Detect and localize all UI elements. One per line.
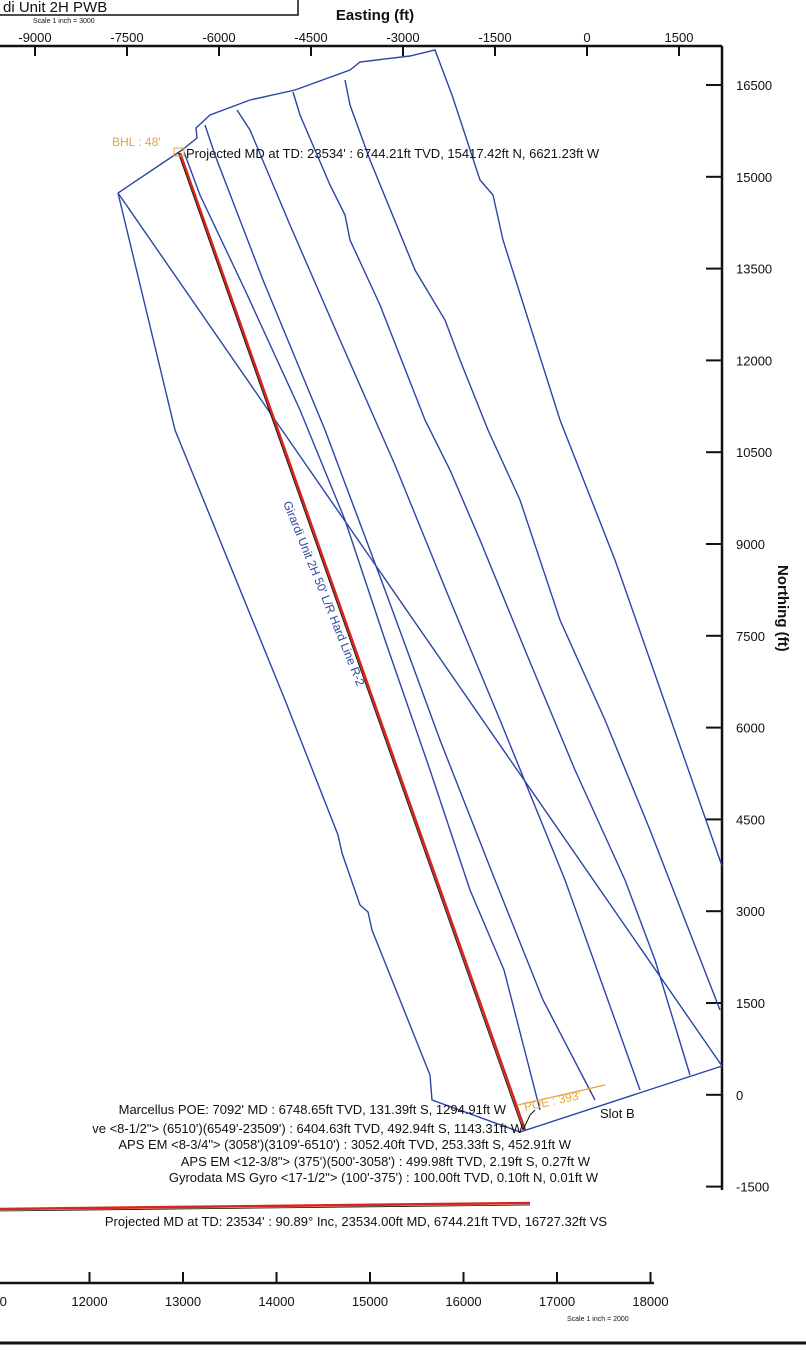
top-tick-label: 0 [583,30,590,45]
lease-line-2 [204,124,596,1101]
top-tick-label: -1500 [478,30,511,45]
marcellus-annotation: Marcellus POE: 7092' MD : 6748.65ft TVD,… [119,1102,507,1117]
easting-axis-title: Easting (ft) [336,7,414,24]
title-box-frame [0,0,299,16]
right-tick-label: 3000 [736,904,765,919]
right-tick-label: -1500 [736,1180,769,1195]
right-tick-label: 9000 [736,537,765,552]
bottom-scale-note: Scale 1 inch = 2000 [567,1316,629,1323]
right-tick-label: 6000 [736,721,765,736]
right-tick-label: 7500 [736,629,765,644]
poe-label: POE : 393' [523,1088,582,1114]
title-box: di Unit 2H PWB Scale 1 inch = 3000 [0,0,299,25]
bottom-tick-label: 14000 [258,1294,294,1309]
lease-boundary-outer [117,49,724,1133]
lease-line-5 [344,79,721,1011]
right-tick-label: 16500 [736,78,772,93]
right-tick-label: 0 [736,1088,743,1103]
bottom-axis: 000 12000 13000 14000 15000 16000 17000 18000 S… [0,1272,669,1323]
vertical-section-line-black [0,1204,531,1212]
top-tick-label: -4500 [294,30,327,45]
slot-label: Slot B [600,1106,635,1121]
bottom-tick-label: 17000 [539,1294,575,1309]
bottom-tick-label: 12000 [71,1294,107,1309]
lease-line-3 [236,109,641,1091]
survey-line-3: APS EM <8-3/4"> (3058')(3109'-6510') : 3… [118,1137,571,1152]
top-tick-label: -6000 [202,30,235,45]
survey-line-2: ve <8-1/2"> (6510')(6549'-23509') : 6404… [92,1121,523,1136]
bottom-tick-label: 15000 [352,1294,388,1309]
top-axis-ticks: -9000 -7500 -6000 -4500 -3000 -1500 0 1500 [18,30,693,56]
projected-td-top-label: Projected MD at TD: 23534' : 6744.21ft T… [186,146,600,161]
survey-line-5: Gyrodata MS Gyro <17-1/2"> (100'-375') :… [169,1170,599,1185]
vertical-section-line [0,1201,531,1211]
right-tick-label: 13500 [736,262,772,277]
right-tick-label: 10500 [736,445,772,460]
bottom-tick-label: 16000 [445,1294,481,1309]
bottom-tick-label: 000 [0,1294,7,1309]
top-tick-label: -3000 [386,30,419,45]
bhl-label: BHL : 48' [112,135,161,149]
lease-lines [117,49,724,1133]
wellbore [177,151,536,1131]
wellbore-path-black [177,151,524,1131]
top-axis: -9000 -7500 -6000 -4500 -3000 -1500 0 1500 [0,30,722,56]
survey-annotations: Marcellus POE: 7092' MD : 6748.65ft TVD,… [92,1102,598,1185]
bottom-tick-label: 18000 [632,1294,668,1309]
plot-title: di Unit 2H PWB [3,0,107,16]
bhl-marker [173,147,185,157]
right-axis-ticks: 1650015000135001200010500900075006000450… [706,78,772,1195]
right-tick-label: 1500 [736,996,765,1011]
northing-axis-title: Northing (ft) [774,565,791,652]
top-tick-label: 1500 [665,30,694,45]
top-tick-label: -9000 [18,30,51,45]
bottom-tick-label: 13000 [165,1294,201,1309]
bottom-axis-ticks: 000 12000 13000 14000 15000 16000 17000 18000 [0,1272,669,1309]
right-tick-label: 12000 [736,353,772,368]
hard-line-label: Girardi Unit 2H 50' L/R Hard Line R-2 [280,499,367,688]
right-tick-label: 15000 [736,170,772,185]
survey-line-4: APS EM <12-3/8"> (375')(500'-3058') : 49… [181,1154,591,1169]
wellbore-path-red [178,152,527,1131]
poe-line [517,1084,606,1106]
right-tick-label: 4500 [736,812,765,827]
wellbore-curve [522,1109,536,1131]
top-scale-note: Scale 1 inch = 3000 [33,18,95,25]
right-axis: 1650015000135001200010500900075006000450… [706,46,772,1195]
top-tick-label: -7500 [110,30,143,45]
lease-line-1 [183,151,541,1111]
projected-td-bottom-label: Projected MD at TD: 23534' : 90.89° Inc,… [105,1214,608,1229]
lease-line-4 [292,91,691,1076]
